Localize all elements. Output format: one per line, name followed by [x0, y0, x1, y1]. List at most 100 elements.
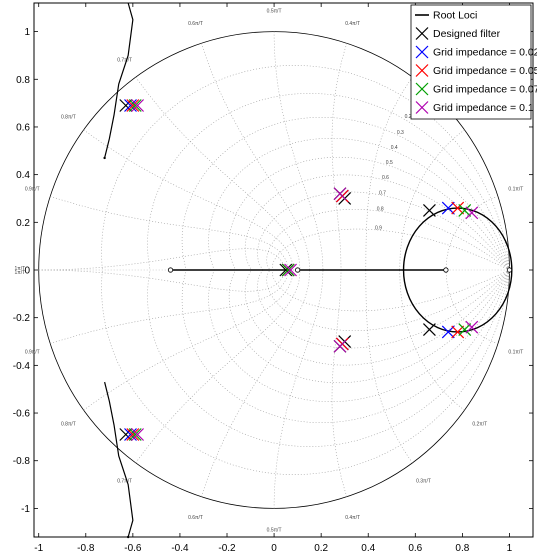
pole-marker [333, 339, 347, 353]
zero-marker [295, 267, 301, 273]
root-locus-branch [104, 381, 134, 538]
marker-stroke [126, 99, 140, 112]
zeros [167, 267, 513, 273]
wn-curve [38, 269, 285, 292]
marker-stroke [333, 339, 347, 353]
wn-label: 0.7π/T [117, 478, 132, 484]
damping-label: 0.4 [391, 145, 398, 151]
wn-curve [331, 269, 348, 497]
damping-curve [181, 269, 510, 424]
pole-marker [465, 206, 479, 220]
zero-marker [506, 267, 513, 273]
marker-stroke [423, 323, 436, 337]
marker-stroke [119, 99, 133, 112]
marker-stroke [465, 206, 479, 220]
marker-stroke [284, 263, 297, 277]
y-tick-label: 0.8 [16, 75, 30, 86]
marker-stroke [415, 27, 429, 40]
pole-marker [124, 428, 137, 441]
y-tick-label: -0.4 [13, 361, 31, 372]
pole-marker [131, 428, 144, 441]
damping-label: 0.5 [386, 160, 393, 166]
x-tick-label: 0 [271, 543, 277, 554]
marker-stroke [415, 64, 429, 77]
damping-curve [266, 209, 510, 271]
legend-swatch [415, 45, 429, 59]
pole-marker [441, 325, 455, 339]
legend-label: Grid impedance = 0.025 pu [433, 47, 537, 59]
pole-marker [451, 325, 465, 339]
marker-stroke [124, 99, 137, 112]
wn-label: 0.7π/T [117, 58, 132, 64]
marker-stroke [279, 263, 293, 277]
damping-label: 0.7 [379, 190, 386, 196]
wn-curve [365, 76, 413, 271]
damping-curve [208, 137, 510, 271]
damping-curve [228, 269, 510, 384]
damping-curve [208, 269, 510, 403]
wn-curve [399, 129, 465, 271]
y-tick-label: -1 [21, 504, 30, 515]
x-tick-label: -0.6 [124, 543, 142, 554]
wn-curve [38, 248, 285, 271]
marker-stroke [126, 428, 140, 441]
marker-stroke [131, 428, 144, 441]
marker-stroke [415, 101, 429, 114]
x-tick-label: 0.6 [408, 543, 422, 554]
pole-marker [458, 203, 472, 217]
marker-stroke [458, 203, 472, 217]
wn-label: 0.1π/T [508, 186, 523, 192]
pole-marker [119, 99, 133, 112]
wn-curve [201, 43, 311, 271]
legend-swatch [415, 27, 429, 40]
legend-label: Grid impedance = 0.075 pu [433, 84, 537, 96]
wn-curve [50, 269, 289, 344]
wn-label: 0.8π/T [61, 115, 76, 121]
damping-label: 0.3 [397, 130, 404, 136]
marker-stroke [415, 45, 429, 59]
pole-marker [119, 428, 133, 441]
pole-marker [128, 428, 142, 441]
damping-label: 0.8 [377, 207, 384, 213]
wn-curve [399, 269, 465, 411]
legend-label: Grid impedance = 0.05 pu [433, 65, 537, 77]
zero-marker [167, 267, 174, 273]
pole-marker [124, 99, 137, 112]
marker-stroke [128, 428, 142, 441]
legend-label: Grid impedance = 0.1 pu [433, 102, 537, 114]
locus-end-dot [126, 535, 130, 539]
legend-swatch [415, 64, 429, 77]
marker-stroke [128, 99, 142, 112]
legend-box [410, 4, 532, 120]
locus-end-dot [103, 156, 106, 160]
wn-label: 0.5π/T [267, 9, 282, 15]
wn-label: 0.4π/T [345, 515, 360, 521]
marker-stroke [465, 320, 479, 334]
legend-label: Root Loci [433, 10, 477, 22]
marker-stroke [451, 325, 465, 339]
zgrid: 0.10.20.30.40.50.60.70.80.90.1π/T0.1π/T0… [15, 9, 524, 534]
x-tick-label: 0.8 [455, 543, 469, 554]
wn-label: 0.2π/T [472, 421, 487, 427]
pole-marker [279, 263, 293, 277]
wn-curve [83, 129, 294, 271]
x-tick-label: 1 [507, 543, 513, 554]
axis-ticks: -1 -0.8 -0.6 -0.4 -0.2 0 0.2 0.4 0.6 0.8 1 1 0.8 0.6 0… [13, 3, 533, 554]
wn-curve [445, 269, 499, 344]
damping-label: 0.6 [382, 175, 389, 181]
marker-stroke [451, 201, 465, 215]
marker-stroke [124, 428, 137, 441]
damping-label: 0.9 [375, 226, 382, 232]
marker-stroke [441, 201, 455, 215]
marker-stroke [281, 263, 295, 277]
damping-curve [228, 156, 510, 271]
wn-label: 0.9π/T [25, 350, 40, 356]
marker-stroke [423, 203, 436, 217]
pole-marker [451, 201, 465, 215]
wn-label: 0.5π/T [267, 527, 282, 533]
pole-marker [458, 323, 472, 337]
wn-label: 0.1π/T [508, 350, 523, 356]
marker-stroke [458, 323, 472, 337]
wn-label: 0.3π/T [416, 478, 431, 484]
pole-marker [441, 201, 455, 215]
